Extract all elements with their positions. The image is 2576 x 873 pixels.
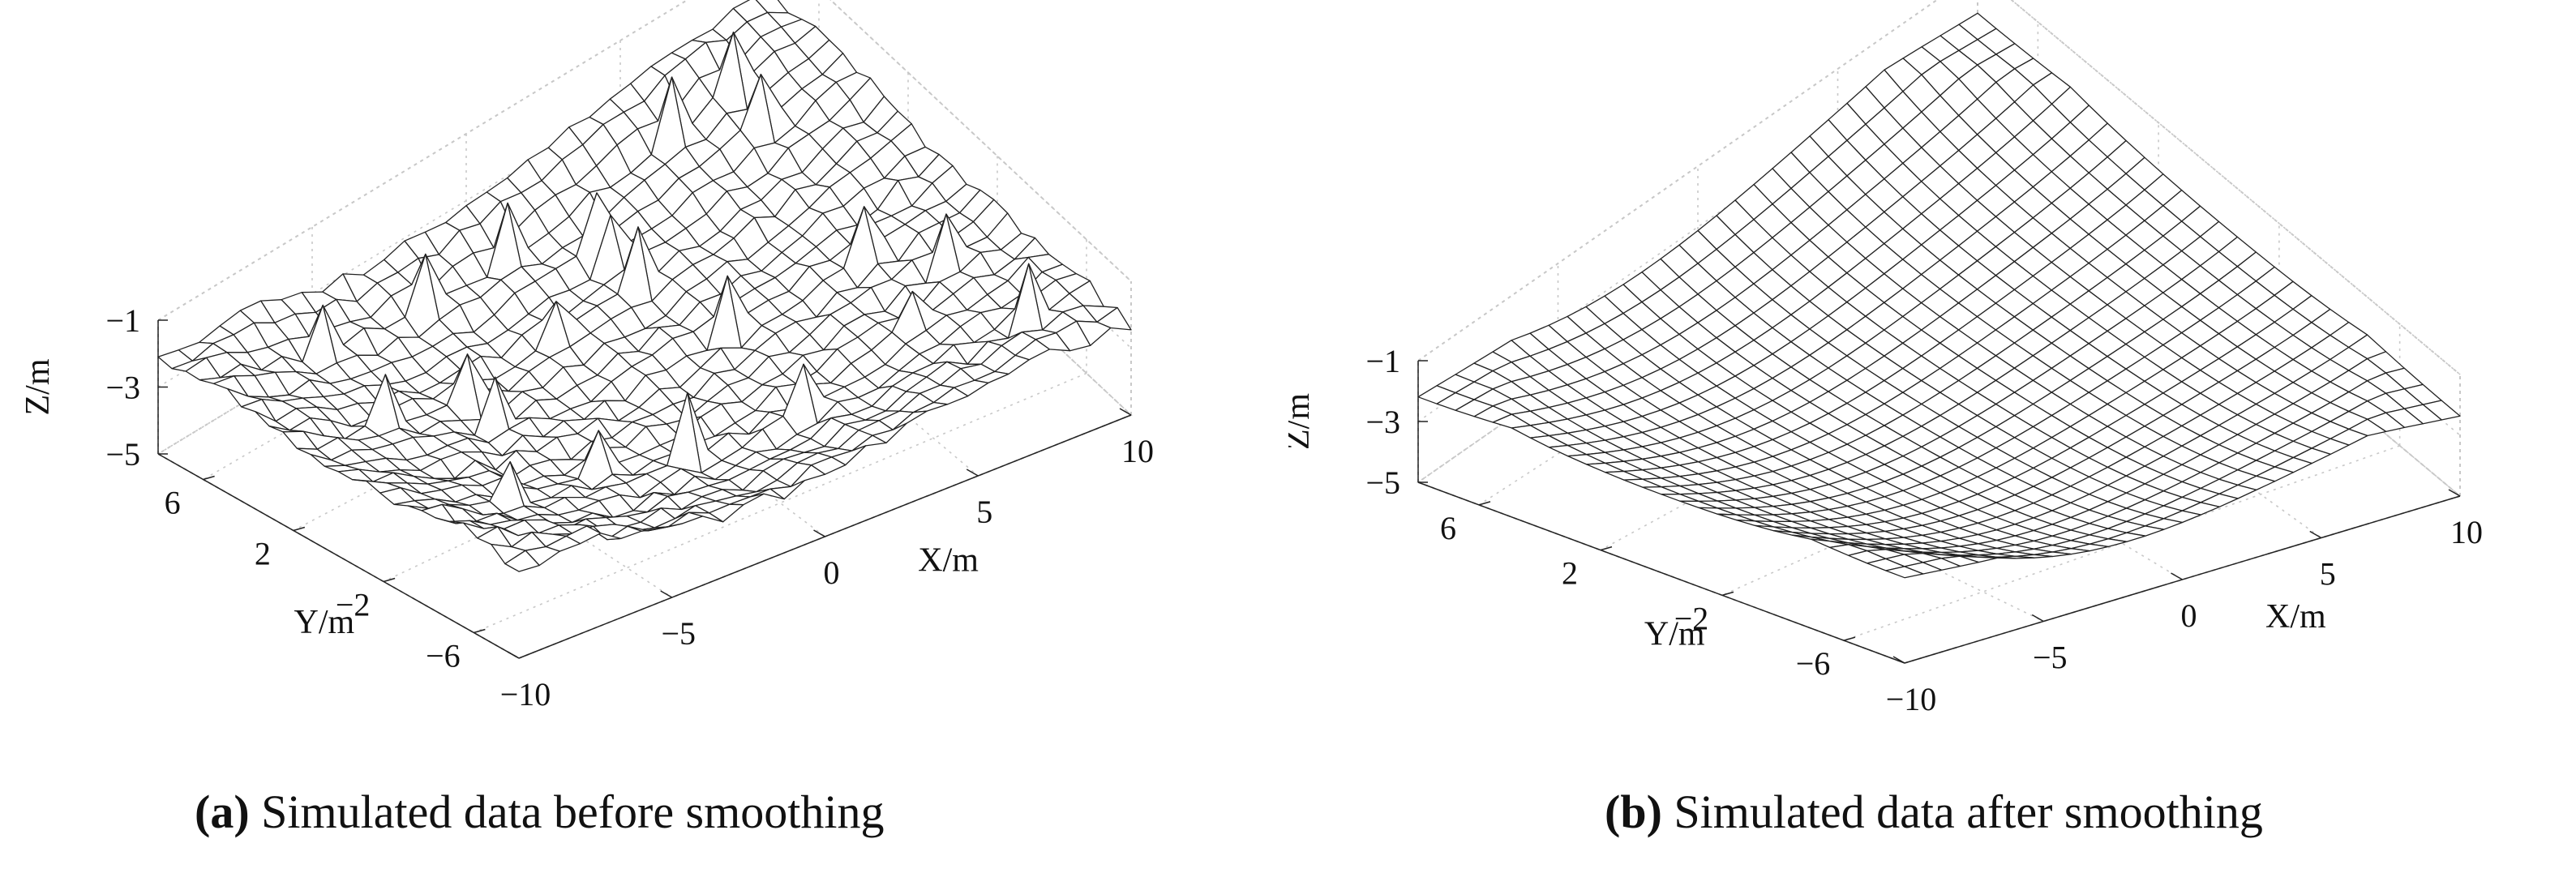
y-axis-label: Y/m: [1644, 615, 1705, 653]
y-axis-label: Y/m: [294, 604, 355, 641]
caption-a: (a) Simulated data before smoothing: [195, 785, 884, 839]
x-tick-label: 10: [2450, 514, 2483, 550]
y-tick: [1479, 502, 1490, 505]
caption-b: (b) Simulated data after smoothing: [1605, 785, 2263, 839]
z-tick-label: −3: [105, 370, 140, 406]
z-tick-label: −3: [1365, 404, 1400, 440]
z-tick-label: −1: [1365, 343, 1400, 379]
x-tick-label: 5: [2320, 556, 2336, 593]
y-tick-label: 2: [255, 536, 271, 572]
chart-panel-b: −10 −5 0 5 10 X/m −6 −2 2 6 Y/m −5 −3 −1 Z/m (b) Simul…: [1288, 0, 2576, 873]
x-tick-label: 10: [1121, 433, 1154, 469]
z-tick-label: −1: [105, 302, 140, 339]
x-tick: [814, 530, 825, 537]
z-axis-label: Z/m: [19, 358, 57, 415]
x-axis-label: X/m: [918, 542, 979, 580]
y-tick: [1722, 592, 1734, 595]
y-tick-label: 6: [1440, 510, 1456, 546]
surface-mesh-a: [158, 0, 1131, 571]
caption-b-text: Simulated data after smoothing: [1674, 785, 2262, 838]
y-tick-label: −6: [1796, 645, 1831, 682]
y-tick: [294, 528, 305, 531]
x-tick-label: −5: [2033, 640, 2068, 676]
x-tick-label: 0: [824, 554, 840, 591]
surface-mesh-b: [1418, 13, 2460, 577]
chart-panel-a: −10 −5 0 5 10 X/m −6 −2 2 6 Y/m −5 −3 −1 Z/m (a) Simul…: [0, 0, 1288, 873]
y-tick-label: −6: [426, 638, 461, 674]
y-tick-label: 2: [1562, 555, 1578, 592]
y-tick-label: 6: [165, 485, 181, 521]
z-axis-label: Z/m: [1288, 393, 1317, 450]
caption-a-tag: (a): [195, 785, 250, 838]
z-tick-label: −5: [1365, 464, 1400, 501]
y-tick: [1844, 637, 1855, 640]
x-tick: [2032, 615, 2043, 622]
x-tick-label: 5: [976, 494, 992, 530]
caption-b-tag: (b): [1605, 785, 1662, 838]
x-tick-label: −10: [1886, 681, 1937, 717]
x-axis-label: X/m: [2265, 598, 2326, 635]
x-tick-label: −5: [661, 615, 696, 652]
x-tick: [2171, 573, 2183, 580]
x-tick: [661, 591, 672, 597]
x-tick-label: −10: [500, 676, 551, 713]
z-tick-label: −5: [105, 436, 140, 473]
x-tick-label: 0: [2181, 597, 2197, 634]
caption-a-text: Simulated data before smoothing: [261, 785, 884, 838]
x-tick: [2310, 532, 2321, 538]
